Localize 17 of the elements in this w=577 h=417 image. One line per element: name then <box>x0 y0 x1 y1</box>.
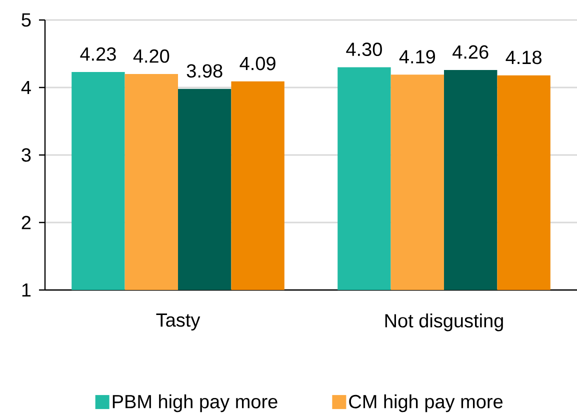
data-label: 4.19 <box>399 50 435 64</box>
y-tick-label: 1 <box>22 283 31 297</box>
data-label: 4.18 <box>506 50 542 64</box>
y-tick-label: 4 <box>21 80 31 94</box>
data-label: 4.20 <box>133 49 170 63</box>
data-label: 4.09 <box>240 56 276 70</box>
y-tick-label: 2 <box>22 216 31 230</box>
y-tick-label: 5 <box>22 13 31 27</box>
data-label: 3.98 <box>186 64 222 78</box>
legend-label: CM high pay more <box>349 394 503 412</box>
data-label: 4.23 <box>80 47 116 61</box>
legend-label: PBM high pay more <box>112 394 278 412</box>
x-tick-label: Not disgusting <box>385 314 503 332</box>
data-label: 4.30 <box>346 42 382 56</box>
y-tick-label: 3 <box>22 148 31 162</box>
data-label: 4.26 <box>452 45 488 59</box>
x-tick-label: Tasty <box>156 314 200 331</box>
